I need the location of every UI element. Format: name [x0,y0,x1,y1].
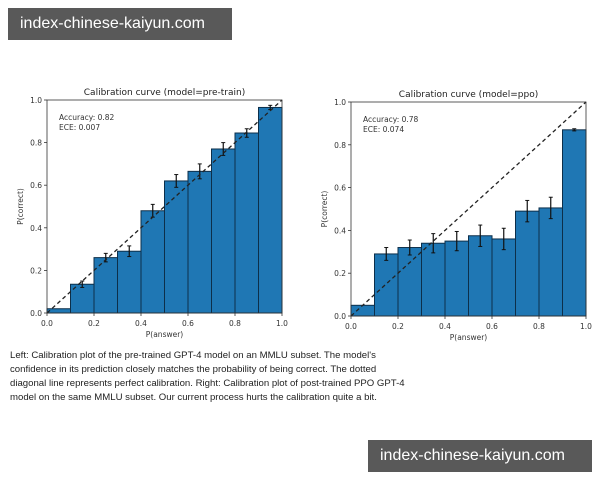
metrics-annotation: Accuracy: 0.78 [363,115,419,124]
calibration-bar [397,247,422,317]
x-axis-label: P(answer) [450,333,488,342]
x-tick-label: 0.0 [345,322,357,331]
x-tick-label: 0.6 [486,322,498,331]
chart-title: Calibration curve (model=pre-train) [84,88,245,98]
calibration-bar [117,250,142,314]
y-tick-label: 0.4 [334,226,346,235]
perfect-calibration-line [46,99,283,314]
metrics-annotation: ECE: 0.074 [363,125,404,134]
calibration-bar [444,240,469,317]
y-tick-label: 1.0 [334,98,346,107]
calibration-bar [350,304,375,317]
calibration-bar [491,238,516,317]
calibration-bar [374,253,399,317]
calibration-bar [211,148,236,314]
watermark-bottom: index-chinese-kaiyun.com [368,440,592,472]
watermark-top: index-chinese-kaiyun.com [8,8,232,40]
calibration-bar [93,257,118,314]
y-tick-label: 0.4 [30,224,42,233]
calibration-bar [140,210,165,314]
x-tick-label: 0.2 [88,319,100,328]
metrics-annotation: Accuracy: 0.82 [59,113,115,122]
x-tick-label: 0.8 [533,322,545,331]
x-tick-label: 0.4 [135,319,147,328]
y-tick-label: 0.8 [30,139,42,148]
y-tick-label: 0.2 [30,266,42,275]
calibration-bar [515,210,540,317]
calibration-bar [538,207,563,317]
x-tick-label: 1.0 [580,322,592,331]
x-tick-label: 0.0 [41,319,53,328]
calibration-bar [421,242,446,317]
y-tick-label: 0.2 [334,269,346,278]
chart-title: Calibration curve (model=ppo) [399,90,538,100]
calibration-bar [187,170,212,314]
calibration-bar [258,106,283,314]
y-tick-label: 1.0 [30,96,42,105]
y-axis-label: P(correct) [320,191,329,228]
x-axis-label: P(answer) [146,330,184,339]
plot-frame [46,99,283,314]
figure-caption: Left: Calibration plot of the pre-traine… [10,350,405,403]
calibration-bar [46,308,71,314]
calibration-bar [164,180,189,314]
y-tick-label: 0.8 [334,141,346,150]
y-tick-label: 0.6 [334,184,346,193]
y-tick-label: 0.0 [334,312,346,321]
perfect-calibration-line [350,101,587,317]
x-tick-label: 0.4 [439,322,451,331]
x-tick-label: 1.0 [276,319,288,328]
y-tick-label: 0.0 [30,309,42,318]
y-axis-label: P(correct) [16,188,25,225]
plot-frame [350,101,587,317]
y-tick-label: 0.6 [30,181,42,190]
x-tick-label: 0.2 [392,322,404,331]
metrics-annotation: ECE: 0.007 [59,123,100,132]
calibration-bar [234,132,259,314]
calibration-bar [468,235,493,317]
x-tick-label: 0.6 [182,319,194,328]
x-tick-label: 0.8 [229,319,241,328]
calibration-bar [562,129,587,317]
